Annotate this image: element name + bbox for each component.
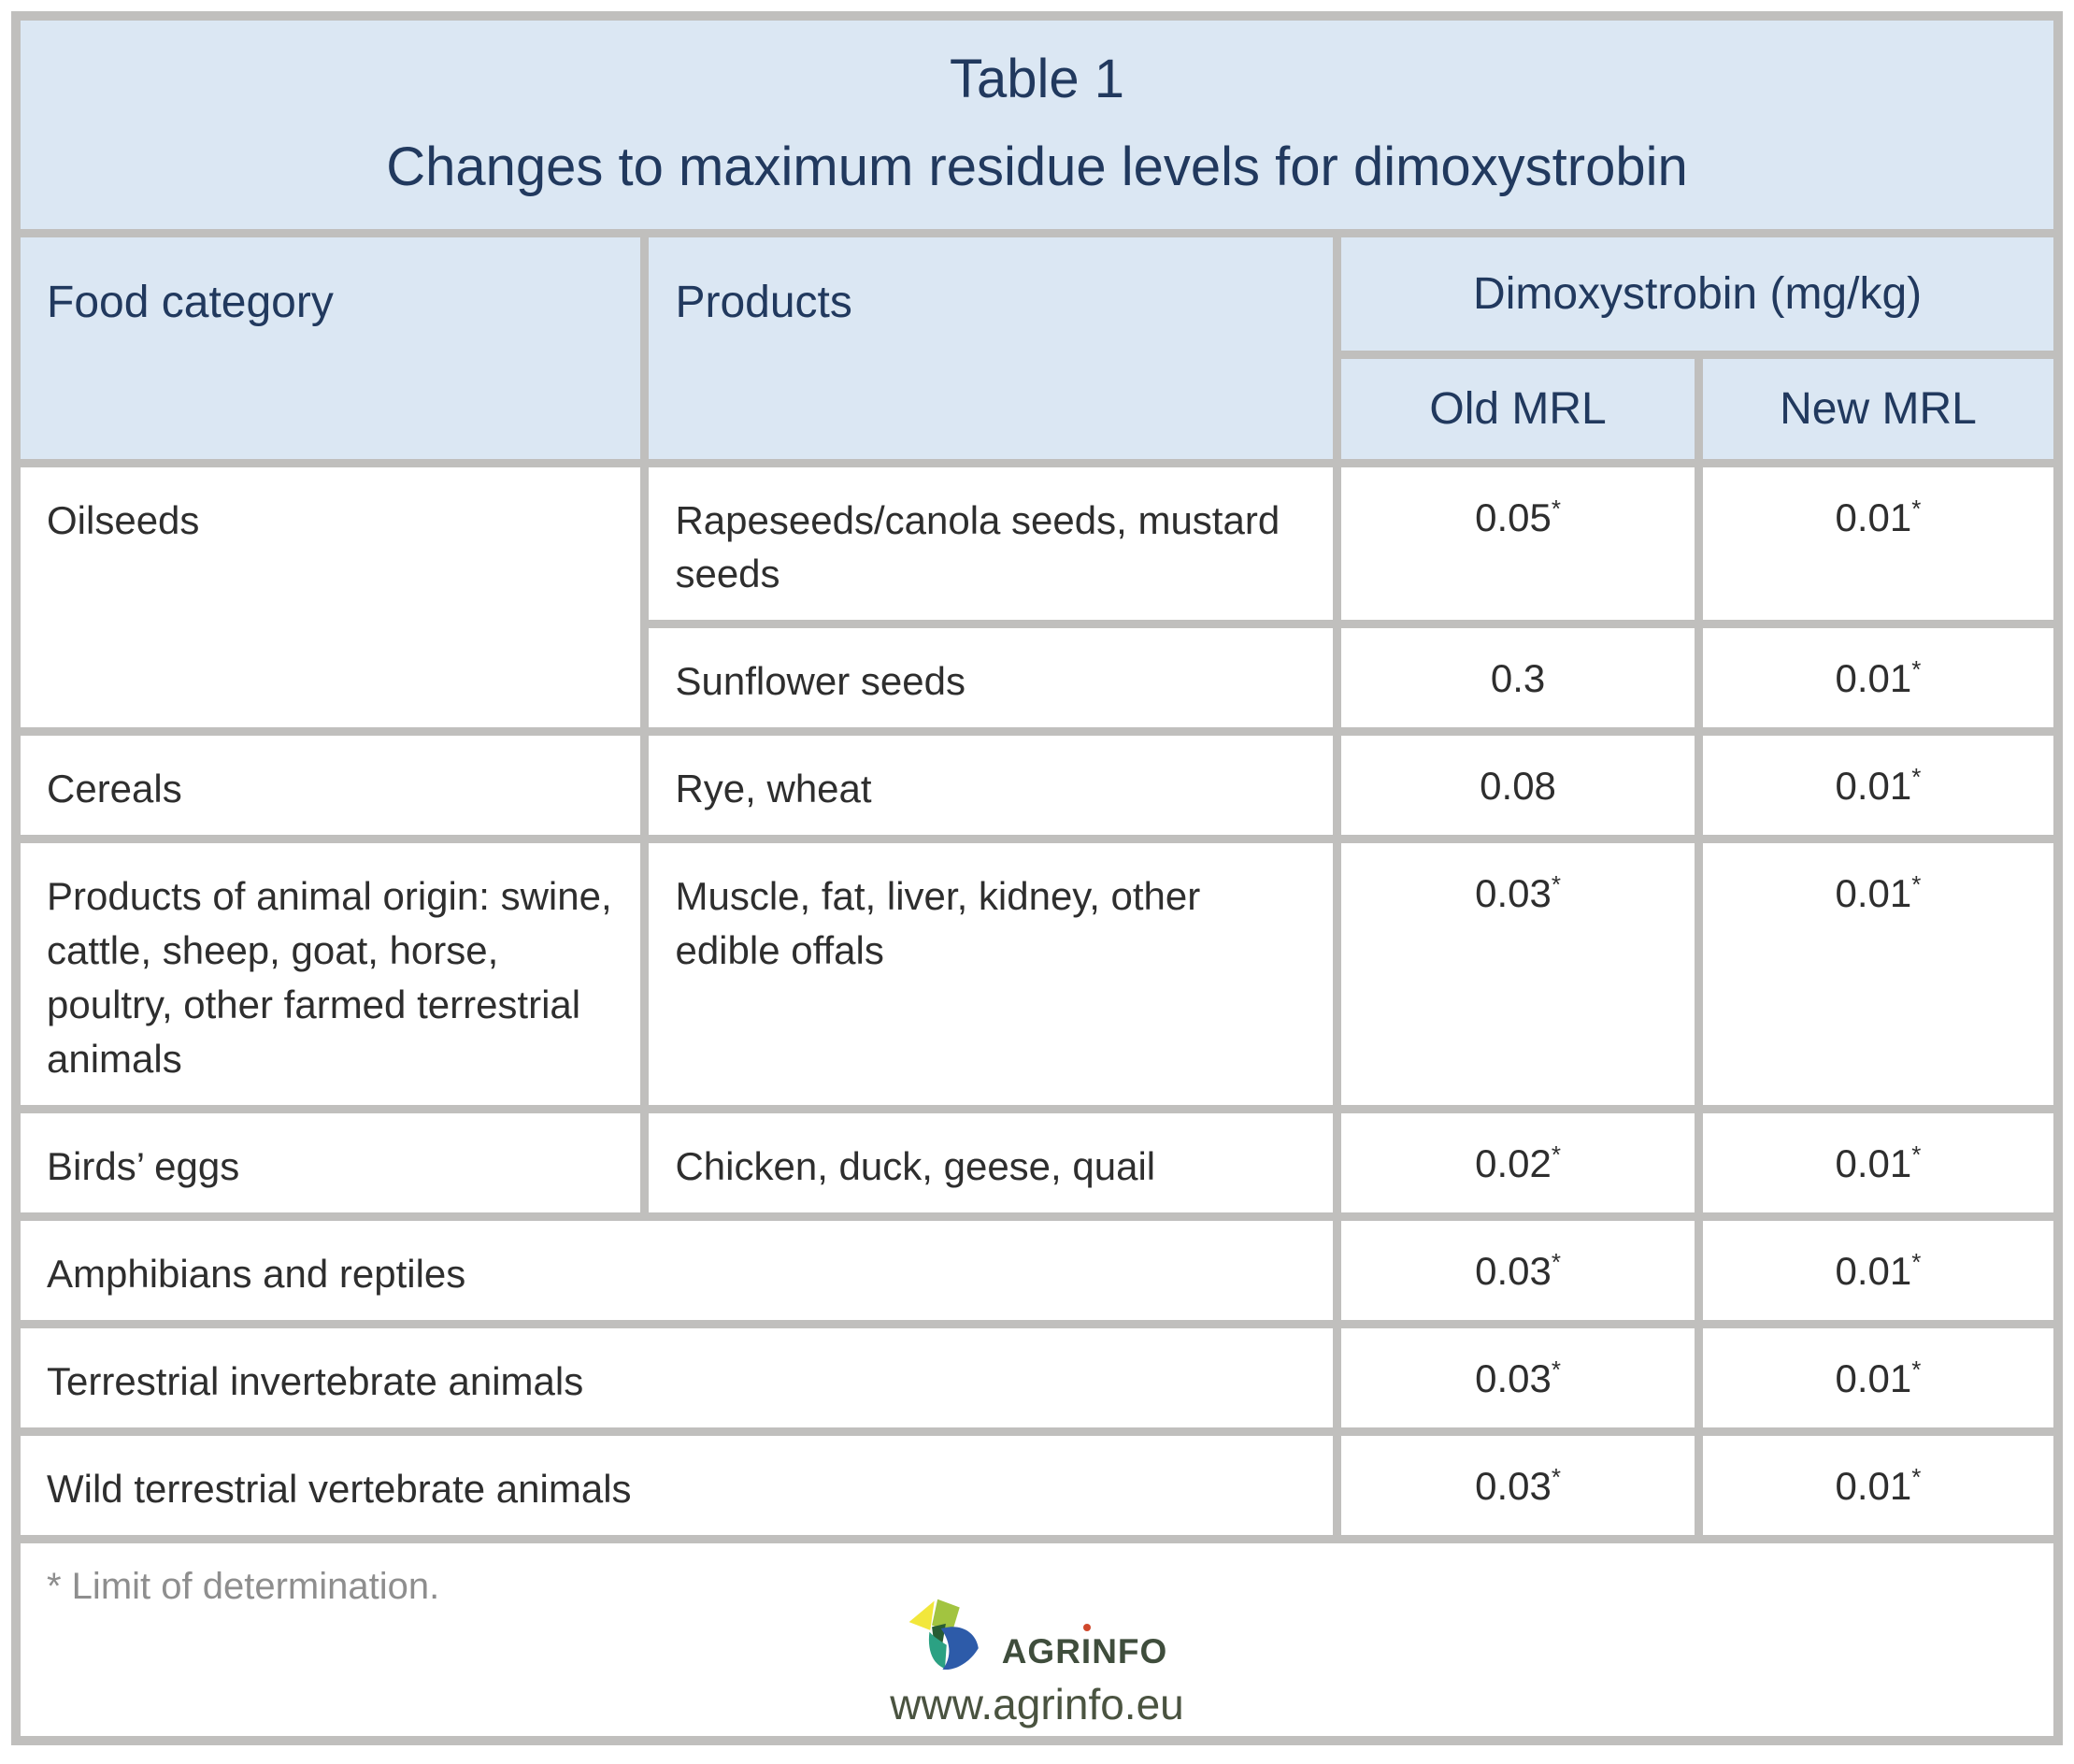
cell-new-mrl: 0.01*	[1694, 1427, 2063, 1543]
cell-new-mrl: 0.01*	[1694, 835, 2063, 1114]
footnote-marker: *	[1911, 1462, 1922, 1491]
cell-new-mrl: 0.01*	[1694, 458, 2063, 629]
column-header-substance: Dimoxystrobin (mg/kg)	[1333, 228, 2063, 359]
column-header-products: Products	[640, 228, 1342, 467]
agrinfo-bird-icon	[908, 1599, 979, 1670]
cell-old-mrl: 0.03*	[1333, 1212, 1703, 1329]
cell-new-mrl: 0.01*	[1694, 1212, 2063, 1329]
cell-products: Chicken, duck, geese, quail	[640, 1105, 1342, 1222]
table-row: Products of animal origin: swine, cattle…	[11, 835, 2063, 1114]
table-number: Table 1	[949, 49, 1125, 109]
cell-category: Oilseeds	[11, 458, 650, 737]
agrinfo-logo: AGRINFO	[24, 1591, 2050, 1677]
cell-category: Cereals	[11, 727, 650, 844]
cell-new-mrl: 0.01*	[1694, 620, 2063, 737]
footnote-marker: *	[1911, 1355, 1922, 1384]
cell-old-mrl: 0.03*	[1333, 835, 1703, 1114]
table-row: Amphibians and reptiles 0.03* 0.01*	[11, 1212, 2063, 1329]
site-url[interactable]: www.agrinfo.eu	[890, 1679, 1184, 1728]
footnote-marker: *	[1911, 1248, 1922, 1277]
column-header-old-mrl: Old MRL	[1333, 350, 1703, 467]
footnote-marker: *	[1911, 870, 1922, 899]
footnote-marker: *	[1551, 1355, 1561, 1384]
cell-category: Amphibians and reptiles	[11, 1212, 1342, 1329]
cell-old-mrl: 0.3	[1333, 620, 1703, 737]
table-row: Wild terrestrial vertebrate animals 0.03…	[11, 1427, 2063, 1543]
cell-old-mrl: 0.02*	[1333, 1105, 1703, 1222]
cell-products: Sunflower seeds	[640, 620, 1342, 737]
footnote-marker: *	[1911, 763, 1922, 792]
cell-products: Muscle, fat, liver, kidney, other edible…	[640, 835, 1342, 1114]
footnote-marker: *	[1551, 1140, 1561, 1169]
footnote-marker: *	[1911, 1140, 1922, 1169]
footnote-marker: *	[1911, 655, 1922, 684]
table-row: Oilseeds Rapeseeds/canola seeds, mustard…	[11, 458, 2063, 737]
footnote-marker: *	[1551, 1462, 1561, 1491]
cell-old-mrl: 0.08	[1333, 727, 1703, 844]
cell-new-mrl: 0.01*	[1694, 727, 2063, 844]
cell-old-mrl: 0.05*	[1333, 458, 1703, 629]
cell-new-mrl: 0.01*	[1694, 1320, 2063, 1436]
table-caption: Changes to maximum residue levels for di…	[386, 136, 1688, 197]
table-row: Terrestrial invertebrate animals 0.03* 0…	[11, 1320, 2063, 1436]
cell-products: Rapeseeds/canola seeds, mustard seeds	[640, 458, 1342, 629]
cell-category: Birds’ eggs	[11, 1105, 650, 1222]
cell-new-mrl: 0.01*	[1694, 1105, 2063, 1222]
table-row: Sunflower seeds 0.3 0.01*	[16, 620, 2063, 737]
cell-category: Wild terrestrial vertebrate animals	[11, 1427, 1342, 1543]
cell-category: Terrestrial invertebrate animals	[11, 1320, 1342, 1436]
cell-category: Products of animal origin: swine, cattle…	[11, 835, 650, 1114]
footnote-marker: *	[1551, 494, 1561, 523]
table-footer: * Limit of determination. AGRINFO www.ag…	[11, 1534, 2063, 1745]
column-header-new-mrl: New MRL	[1694, 350, 2063, 467]
footnote-marker: *	[1551, 870, 1561, 899]
footnote-marker: *	[1551, 1248, 1561, 1277]
cell-old-mrl: 0.03*	[1333, 1427, 1703, 1543]
brand-letter-i: I	[1080, 1631, 1093, 1671]
mrl-table: Table 1 Changes to maximum residue level…	[11, 11, 2063, 1746]
table-title-cell: Table 1 Changes to maximum residue level…	[11, 11, 2063, 237]
table-row: Birds’ eggs Chicken, duck, geese, quail …	[11, 1105, 2063, 1222]
table-row: Cereals Rye, wheat 0.08 0.01*	[11, 727, 2063, 844]
cell-products: Rye, wheat	[640, 727, 1342, 844]
brand-text: AGRINFO	[1001, 1631, 1168, 1671]
cell-old-mrl: 0.03*	[1333, 1320, 1703, 1436]
footnote-text: * Limit of determination.	[47, 1565, 440, 1607]
column-header-food-category: Food category	[11, 228, 650, 467]
footnote-marker: *	[1911, 494, 1922, 523]
